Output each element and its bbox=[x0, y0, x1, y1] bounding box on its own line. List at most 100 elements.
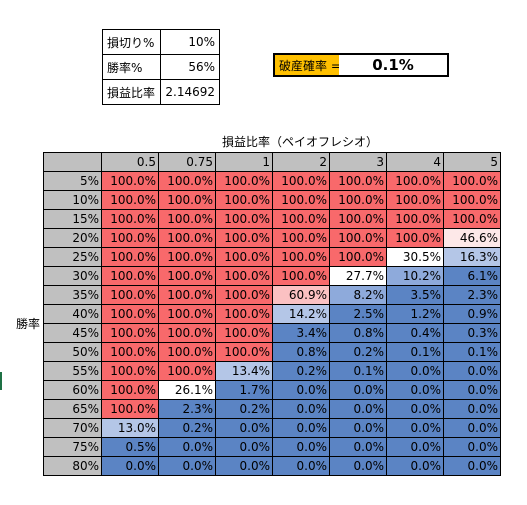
table-cell[interactable]: 100.0% bbox=[215, 266, 273, 286]
table-cell[interactable]: 100.0% bbox=[329, 247, 387, 267]
table-cell[interactable]: 0.0% bbox=[386, 361, 444, 381]
table-cell[interactable]: 100.0% bbox=[215, 247, 273, 267]
table-cell[interactable]: 0.0% bbox=[272, 456, 330, 476]
table-cell[interactable]: 0.0% bbox=[443, 361, 501, 381]
table-cell[interactable]: 100.0% bbox=[215, 228, 273, 248]
row-header[interactable]: 20% bbox=[43, 228, 102, 248]
table-cell[interactable]: 0.0% bbox=[272, 418, 330, 438]
table-cell[interactable]: 3.5% bbox=[386, 285, 444, 305]
row-header[interactable]: 30% bbox=[43, 266, 102, 286]
table-cell[interactable]: 2.3% bbox=[443, 285, 501, 305]
table-cell[interactable]: 100.0% bbox=[158, 323, 216, 343]
table-cell[interactable]: 2.3% bbox=[158, 399, 216, 419]
table-cell[interactable]: 100.0% bbox=[158, 190, 216, 210]
table-cell[interactable]: 0.1% bbox=[386, 342, 444, 362]
parameter-value[interactable]: 10% bbox=[160, 29, 220, 55]
table-cell[interactable]: 100.0% bbox=[215, 342, 273, 362]
row-header[interactable]: 35% bbox=[43, 285, 102, 305]
row-header[interactable]: 70% bbox=[43, 418, 102, 438]
table-cell[interactable]: 100.0% bbox=[215, 171, 273, 191]
table-cell[interactable]: 100.0% bbox=[101, 190, 159, 210]
table-cell[interactable]: 0.0% bbox=[386, 399, 444, 419]
row-header[interactable]: 15% bbox=[43, 209, 102, 229]
table-cell[interactable]: 100.0% bbox=[101, 380, 159, 400]
table-cell[interactable]: 100.0% bbox=[101, 247, 159, 267]
column-header[interactable]: 0.75 bbox=[158, 152, 216, 172]
table-cell[interactable]: 100.0% bbox=[443, 171, 501, 191]
table-cell[interactable]: 0.0% bbox=[329, 399, 387, 419]
table-cell[interactable]: 0.0% bbox=[386, 456, 444, 476]
table-cell[interactable]: 60.9% bbox=[272, 285, 330, 305]
table-cell[interactable]: 0.0% bbox=[443, 380, 501, 400]
table-cell[interactable]: 0.3% bbox=[443, 323, 501, 343]
table-cell[interactable]: 100.0% bbox=[101, 323, 159, 343]
table-cell[interactable]: 0.2% bbox=[329, 342, 387, 362]
table-cell[interactable]: 100.0% bbox=[272, 266, 330, 286]
table-cell[interactable]: 13.0% bbox=[101, 418, 159, 438]
table-cell[interactable]: 0.0% bbox=[158, 437, 216, 457]
table-cell[interactable]: 100.0% bbox=[101, 342, 159, 362]
table-cell[interactable]: 100.0% bbox=[101, 171, 159, 191]
row-header[interactable]: 75% bbox=[43, 437, 102, 457]
table-cell[interactable]: 0.1% bbox=[329, 361, 387, 381]
parameter-label[interactable]: 損切り% bbox=[102, 29, 161, 55]
table-cell[interactable]: 0.2% bbox=[158, 418, 216, 438]
table-cell[interactable]: 0.0% bbox=[101, 456, 159, 476]
table-cell[interactable]: 100.0% bbox=[158, 361, 216, 381]
table-cell[interactable]: 100.0% bbox=[158, 342, 216, 362]
table-cell[interactable]: 100.0% bbox=[386, 190, 444, 210]
table-cell[interactable]: 100.0% bbox=[158, 304, 216, 324]
table-cell[interactable]: 0.0% bbox=[215, 456, 273, 476]
table-cell[interactable]: 0.0% bbox=[329, 456, 387, 476]
table-cell[interactable]: 100.0% bbox=[386, 209, 444, 229]
table-cell[interactable]: 100.0% bbox=[329, 190, 387, 210]
row-header[interactable]: 80% bbox=[43, 456, 102, 476]
table-cell[interactable]: 100.0% bbox=[329, 171, 387, 191]
parameter-value[interactable]: 56% bbox=[160, 54, 220, 80]
table-cell[interactable]: 1.7% bbox=[215, 380, 273, 400]
table-cell[interactable]: 0.8% bbox=[329, 323, 387, 343]
table-cell[interactable]: 6.1% bbox=[443, 266, 501, 286]
table-cell[interactable]: 100.0% bbox=[158, 209, 216, 229]
table-cell[interactable]: 100.0% bbox=[101, 228, 159, 248]
table-cell[interactable]: 0.0% bbox=[215, 418, 273, 438]
corner-cell[interactable] bbox=[43, 152, 102, 172]
column-header[interactable]: 3 bbox=[329, 152, 387, 172]
table-cell[interactable]: 100.0% bbox=[158, 285, 216, 305]
table-cell[interactable]: 100.0% bbox=[215, 304, 273, 324]
parameter-label[interactable]: 勝率% bbox=[102, 54, 161, 80]
ruin-probability-value[interactable]: 0.1% bbox=[372, 56, 414, 74]
table-cell[interactable]: 0.0% bbox=[386, 380, 444, 400]
column-header[interactable]: 0.5 bbox=[101, 152, 159, 172]
table-cell[interactable]: 100.0% bbox=[329, 228, 387, 248]
row-header[interactable]: 25% bbox=[43, 247, 102, 267]
column-header[interactable]: 2 bbox=[272, 152, 330, 172]
table-cell[interactable]: 0.0% bbox=[443, 456, 501, 476]
table-cell[interactable]: 0.0% bbox=[329, 437, 387, 457]
table-cell[interactable]: 100.0% bbox=[272, 247, 330, 267]
table-cell[interactable]: 100.0% bbox=[272, 190, 330, 210]
table-cell[interactable]: 0.0% bbox=[272, 399, 330, 419]
table-cell[interactable]: 0.0% bbox=[386, 418, 444, 438]
table-cell[interactable]: 100.0% bbox=[101, 304, 159, 324]
table-cell[interactable]: 100.0% bbox=[215, 190, 273, 210]
table-cell[interactable]: 100.0% bbox=[101, 209, 159, 229]
parameter-value[interactable]: 2.14692 bbox=[160, 79, 220, 105]
table-cell[interactable]: 100.0% bbox=[101, 361, 159, 381]
table-cell[interactable]: 27.7% bbox=[329, 266, 387, 286]
row-header[interactable]: 60% bbox=[43, 380, 102, 400]
table-cell[interactable]: 100.0% bbox=[101, 399, 159, 419]
table-cell[interactable]: 100.0% bbox=[272, 228, 330, 248]
table-cell[interactable]: 100.0% bbox=[386, 171, 444, 191]
table-cell[interactable]: 1.2% bbox=[386, 304, 444, 324]
parameter-label[interactable]: 損益比率 bbox=[102, 79, 161, 105]
table-cell[interactable]: 0.2% bbox=[215, 399, 273, 419]
table-cell[interactable]: 100.0% bbox=[158, 266, 216, 286]
table-cell[interactable]: 100.0% bbox=[101, 266, 159, 286]
table-cell[interactable]: 0.9% bbox=[443, 304, 501, 324]
table-cell[interactable]: 46.6% bbox=[443, 228, 501, 248]
table-cell[interactable]: 14.2% bbox=[272, 304, 330, 324]
table-cell[interactable]: 3.4% bbox=[272, 323, 330, 343]
table-cell[interactable]: 100.0% bbox=[386, 228, 444, 248]
table-cell[interactable]: 100.0% bbox=[158, 171, 216, 191]
